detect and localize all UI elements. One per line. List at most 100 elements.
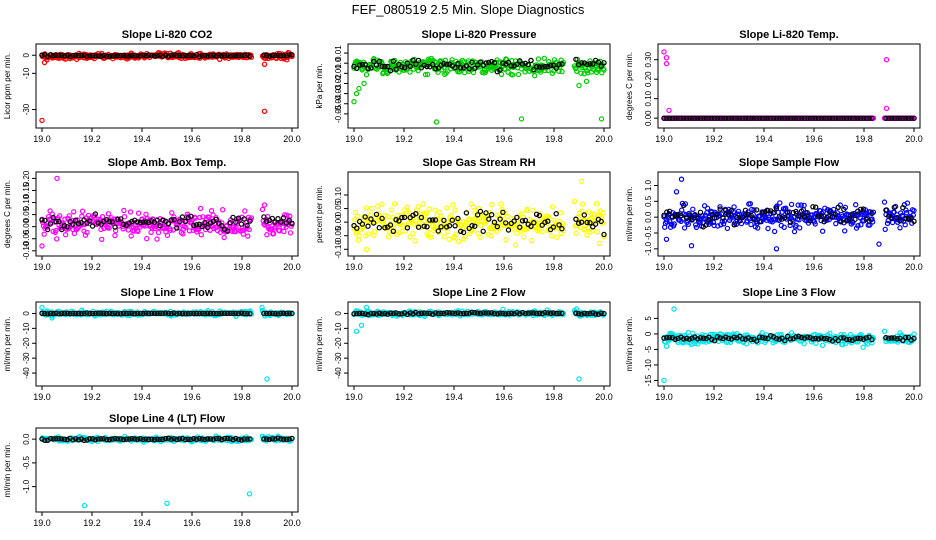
average-point xyxy=(238,52,245,59)
average-point xyxy=(483,210,489,216)
raw-point xyxy=(62,216,68,222)
raw-point xyxy=(751,207,757,213)
raw-point xyxy=(724,225,731,232)
average-point xyxy=(573,310,579,316)
average-point xyxy=(283,53,290,59)
average-point xyxy=(75,220,82,227)
average-point xyxy=(199,52,205,59)
average-point xyxy=(61,222,68,229)
x-tick-label: 20.0 xyxy=(905,134,923,144)
y-tick-label: 0.05 xyxy=(334,200,343,216)
chart-title: Slope Line 3 Flow xyxy=(743,287,836,299)
average-point xyxy=(598,63,604,69)
raw-point xyxy=(208,207,215,214)
raw-point xyxy=(579,201,586,207)
y-tick-label: 0 xyxy=(334,311,343,316)
average-point xyxy=(681,115,687,121)
average-point xyxy=(134,219,141,225)
x-tick-label: 20.0 xyxy=(283,262,301,272)
y-tick-label: 0.10 xyxy=(644,90,653,106)
average-point xyxy=(143,219,149,225)
raw-point xyxy=(169,210,175,216)
data-points xyxy=(39,49,295,124)
raw-point xyxy=(594,229,601,235)
average-point xyxy=(221,52,228,59)
average-point xyxy=(72,52,79,59)
raw-point xyxy=(579,208,585,215)
raw-point xyxy=(281,212,288,218)
outlier-point xyxy=(661,49,667,55)
average-point xyxy=(193,310,200,317)
y-axis-label: degrees C per min. xyxy=(3,180,12,248)
raw-point xyxy=(551,217,557,223)
average-point xyxy=(556,310,562,316)
average-point xyxy=(813,335,819,342)
average-point xyxy=(280,436,287,442)
average-point xyxy=(230,214,236,221)
average-point xyxy=(488,58,495,65)
average-point xyxy=(832,115,839,121)
average-point xyxy=(714,115,721,121)
average-point xyxy=(185,214,191,221)
average-point xyxy=(765,335,771,342)
average-point xyxy=(592,221,599,227)
y-tick-label: 0.30 xyxy=(644,51,653,67)
average-point xyxy=(449,217,455,223)
y-tick-label: -10 xyxy=(22,67,31,79)
y-tick-label: -40 xyxy=(22,367,31,379)
raw-point xyxy=(793,222,799,229)
raw-point xyxy=(167,227,173,233)
average-point xyxy=(678,115,684,121)
average-point xyxy=(120,436,127,443)
raw-point xyxy=(180,231,186,237)
average-point xyxy=(204,224,211,231)
average-point xyxy=(804,209,811,216)
outlier-point xyxy=(583,78,590,85)
average-point xyxy=(824,115,830,121)
average-point xyxy=(474,62,481,68)
raw-point xyxy=(827,330,833,336)
average-point xyxy=(860,206,867,212)
average-point xyxy=(697,115,704,121)
raw-point xyxy=(444,205,450,211)
average-point xyxy=(196,53,202,60)
raw-point xyxy=(585,225,591,231)
raw-point xyxy=(512,242,519,248)
raw-point xyxy=(488,232,494,239)
raw-point xyxy=(470,204,477,210)
average-point xyxy=(531,66,537,73)
average-point xyxy=(801,115,808,121)
average-point xyxy=(756,334,763,340)
average-point xyxy=(469,222,475,229)
raw-point xyxy=(281,228,287,235)
average-point xyxy=(182,311,188,317)
average-point xyxy=(61,436,68,442)
average-point xyxy=(497,216,503,222)
average-point xyxy=(539,64,545,70)
raw-point xyxy=(106,225,112,231)
raw-point xyxy=(387,64,393,70)
average-point xyxy=(463,210,470,216)
average-point xyxy=(238,310,245,316)
x-tick-label: 19.8 xyxy=(855,392,873,402)
average-point xyxy=(210,310,216,317)
average-point xyxy=(815,336,822,342)
average-point xyxy=(578,219,585,225)
average-point xyxy=(81,310,87,317)
y-tick-label: 0 xyxy=(22,311,31,316)
raw-point xyxy=(205,214,212,221)
page-title: FEF_080519 2.5 Min. Slope Diagnostics xyxy=(351,2,585,17)
chart-title: Slope Amb. Box Temp. xyxy=(108,157,227,169)
outlier-point xyxy=(663,55,670,61)
average-point xyxy=(500,209,506,215)
average-point xyxy=(686,336,693,342)
average-point xyxy=(410,57,416,63)
average-point xyxy=(42,217,48,224)
average-point xyxy=(120,221,127,227)
average-point xyxy=(421,310,427,316)
outlier-point xyxy=(876,241,882,247)
average-point xyxy=(393,66,399,72)
average-point xyxy=(106,218,113,225)
average-point xyxy=(886,335,892,341)
average-point xyxy=(430,61,436,68)
